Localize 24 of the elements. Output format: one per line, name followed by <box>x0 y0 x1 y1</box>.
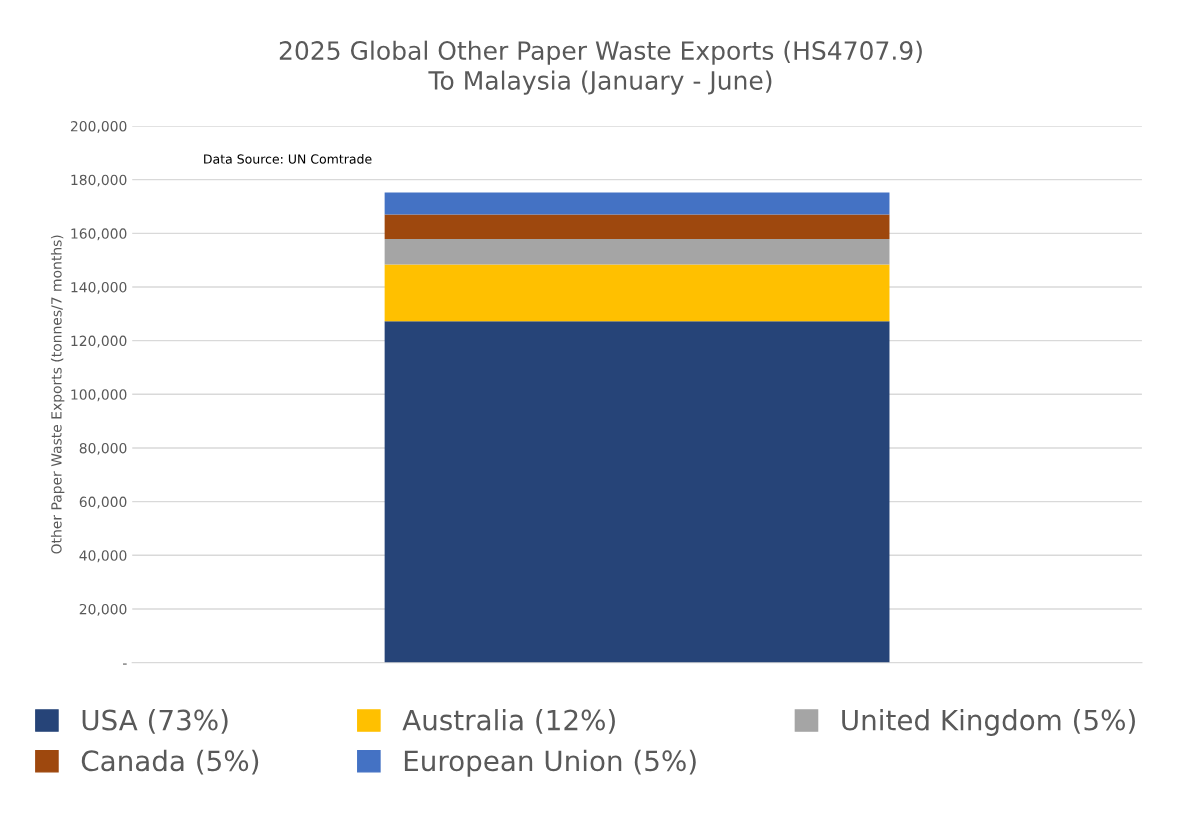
bar <box>384 238 890 265</box>
legend-label: Australia (12%) <box>402 709 615 734</box>
bar <box>384 192 890 215</box>
y-tick-label: 40,000 <box>79 550 127 563</box>
bar <box>384 214 890 239</box>
bar <box>384 321 890 663</box>
y-tick-label: 180,000 <box>71 174 127 187</box>
chart-title: 2025 Global Other Paper Waste Exports (HS4707.9) To Malaysia (January - June) <box>279 40 922 95</box>
y-tick-label: 100,000 <box>71 389 127 402</box>
y-tick-label: - <box>123 663 127 665</box>
y-tick-label: 140,000 <box>71 281 127 294</box>
y-tick-label: 120,000 <box>71 335 127 348</box>
y-tick-label: 20,000 <box>79 603 127 616</box>
legend-label: Canada (5%) <box>81 749 259 775</box>
annotation: Data Source: UN Comtrade <box>204 154 372 164</box>
y-axis-title: Other Paper Waste Exports (tonnes/7 months) <box>50 235 65 554</box>
legend-label: USA (73%) <box>82 709 228 734</box>
y-tick-label: 160,000 <box>71 228 127 241</box>
y-tick-label: 60,000 <box>79 496 127 509</box>
y-tick-label: 80,000 <box>79 442 127 455</box>
bar <box>384 264 890 322</box>
legend-label: United Kingdom (5%) <box>842 709 1135 736</box>
y-tick-label: 200,000 <box>70 120 127 133</box>
legend-label: European Union (5%) <box>404 749 696 777</box>
